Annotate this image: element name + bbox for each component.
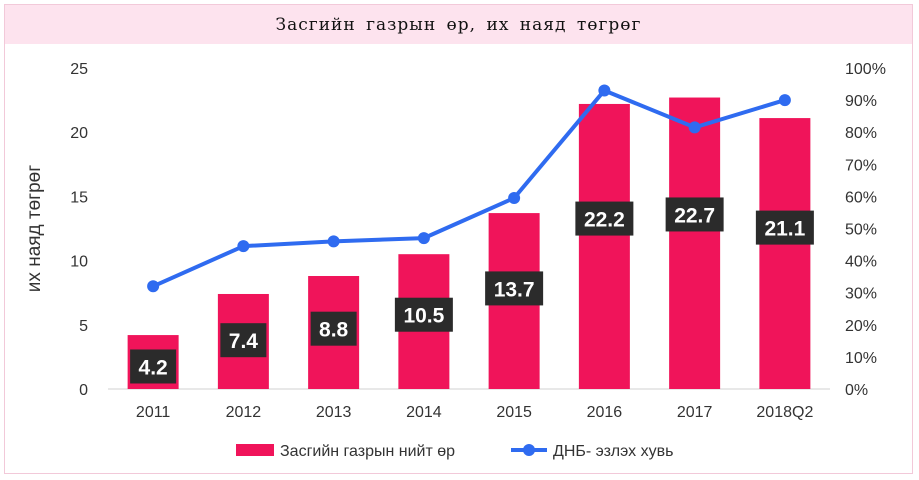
- data-label-box: [130, 349, 177, 384]
- line-point: [237, 240, 250, 253]
- data-label-box: [310, 311, 357, 346]
- data-label: 4.2: [139, 356, 168, 379]
- y2-tick-label: 20%: [845, 318, 877, 335]
- y2-tick-label: 10%: [845, 350, 877, 367]
- y2-tick-label: 50%: [845, 222, 877, 239]
- line-point: [598, 84, 611, 97]
- chart-title-bar: Засгийн газрын өр, их наяд төгрөг: [4, 4, 913, 44]
- data-label: 22.7: [674, 204, 715, 227]
- line-point: [327, 235, 340, 248]
- line-series: [152, 88, 786, 289]
- y-tick-label: 10: [70, 254, 88, 271]
- bar: [578, 103, 630, 390]
- x-tick-label: 2015: [496, 404, 532, 421]
- y2-tick-label: 70%: [845, 157, 877, 174]
- y-axis-label: их наяд төгрөг: [24, 165, 45, 292]
- data-label-box: [575, 201, 634, 236]
- y-tick-label: 20: [70, 125, 88, 142]
- x-tick-label: 2017: [677, 404, 713, 421]
- data-label-box: [755, 210, 814, 245]
- legend-swatch-bar: [236, 444, 274, 456]
- y-tick-label: 0: [79, 382, 88, 399]
- x-tick-label: 2013: [316, 404, 352, 421]
- x-tick-label: 2014: [406, 404, 442, 421]
- line-point: [417, 232, 430, 245]
- data-label: 10.5: [403, 305, 444, 328]
- data-label: 21.1: [764, 218, 805, 241]
- legend-swatch-marker: [523, 444, 535, 456]
- x-tick-label: 2012: [226, 404, 262, 421]
- y-tick-label: 25: [70, 61, 88, 78]
- data-label: 8.8: [319, 319, 349, 342]
- data-label-box: [485, 271, 544, 306]
- y2-tick-label: 80%: [845, 125, 877, 142]
- y2-tick-label: 30%: [845, 286, 877, 303]
- y2-tick-label: 60%: [845, 189, 877, 206]
- line-point: [508, 192, 521, 205]
- data-label: 7.4: [229, 330, 259, 353]
- y2-tick-label: 40%: [845, 254, 877, 271]
- x-tick-label: 2011: [136, 404, 171, 421]
- data-label-box: [220, 323, 267, 358]
- legend-label-line: ДНБ- эзлэх хувь: [553, 443, 673, 460]
- data-label-box: [394, 297, 453, 332]
- x-tick-label: 2016: [587, 404, 623, 421]
- y2-tick-label: 100%: [845, 61, 886, 78]
- y-tick-label: 5: [79, 318, 88, 335]
- bar: [669, 97, 721, 390]
- chart-title: Засгийн газрын өр, их наяд төгрөг: [275, 14, 642, 35]
- data-label-box: [665, 197, 724, 232]
- bar: [759, 118, 811, 390]
- line-point: [147, 280, 160, 293]
- legend-label-bar: Засгийн газрын нийт өр: [280, 443, 455, 460]
- data-label: 13.7: [494, 278, 535, 301]
- y2-tick-label: 90%: [845, 93, 877, 110]
- y2-tick-label: 0%: [845, 382, 868, 399]
- line-point: [688, 121, 701, 134]
- data-label: 22.2: [584, 209, 625, 232]
- x-tick-label: 2018Q2: [756, 404, 813, 421]
- y-tick-label: 15: [70, 189, 88, 206]
- line-point: [778, 94, 791, 107]
